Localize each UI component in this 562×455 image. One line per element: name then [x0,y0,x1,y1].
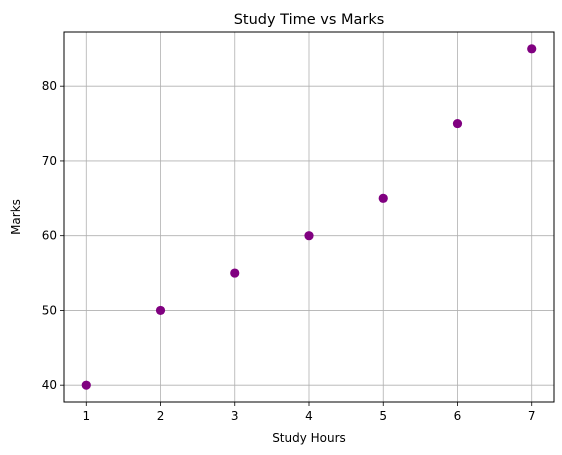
x-tick-label: 1 [82,409,90,423]
x-tick-label: 3 [231,409,239,423]
y-tick-label: 60 [42,229,57,243]
y-axis-ticks: 40 50 60 70 80 [42,79,64,392]
y-axis-label: Marks [9,199,23,235]
data-point [155,305,166,316]
data-point [304,231,314,241]
x-tick-label: 4 [305,409,313,423]
grid-lines [64,32,554,402]
x-tick-label: 7 [528,409,536,423]
x-tick-label: 5 [379,409,387,423]
data-points [81,44,537,390]
x-tick-label: 6 [454,409,462,423]
data-point [378,193,388,203]
data-point [230,268,240,278]
y-tick-label: 40 [42,378,57,392]
x-axis-ticks: 1 2 3 4 5 6 7 [82,402,536,423]
chart-title: Study Time vs Marks [234,12,385,28]
data-point [452,118,463,129]
data-point [527,44,537,54]
y-tick-label: 80 [42,79,57,93]
x-tick-label: 2 [157,409,165,423]
x-axis-label: Study Hours [272,431,346,445]
y-tick-label: 70 [42,154,57,168]
data-point [81,380,91,390]
y-tick-label: 50 [42,303,57,317]
